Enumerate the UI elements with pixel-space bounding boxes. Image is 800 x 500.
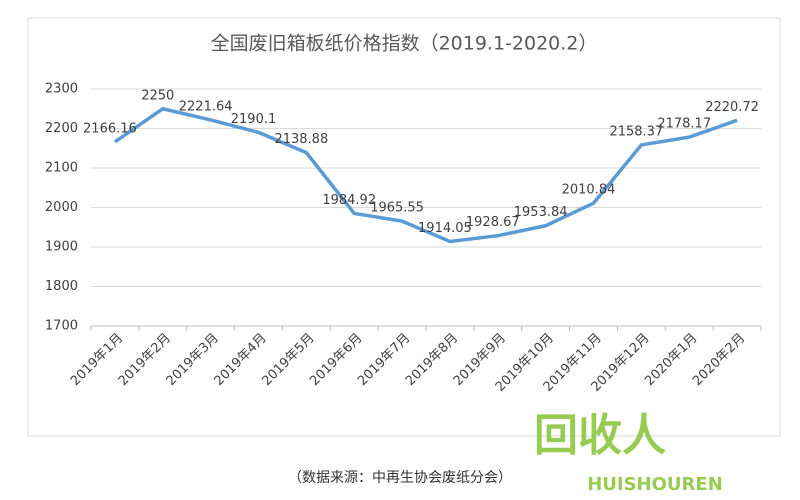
data-label: 1953.84 <box>514 205 568 220</box>
x-tick-label: 2020年2月 <box>690 331 748 389</box>
data-label: 2010.84 <box>562 183 616 198</box>
y-tick-label: 1800 <box>45 279 78 294</box>
data-label: 1928.67 <box>466 215 520 230</box>
chart-title: 全国废旧箱板纸价格指数（2019.1-2020.2） <box>211 33 598 55</box>
data-label: 2250 <box>141 88 174 103</box>
data-label: 2138.88 <box>274 132 328 147</box>
data-label: 2178.17 <box>657 117 711 132</box>
y-tick-label: 2100 <box>45 161 78 176</box>
y-tick-label: 1700 <box>45 319 78 334</box>
y-tick-label: 2200 <box>45 121 78 136</box>
data-label: 1965.55 <box>370 201 424 216</box>
data-label: 2158.37 <box>609 124 663 139</box>
data-label: 2220.72 <box>705 100 759 115</box>
line <box>113 107 738 244</box>
data-label: 2190.1 <box>231 112 277 127</box>
data-label: 2166.16 <box>83 121 137 136</box>
data-label: 1914.05 <box>418 221 472 236</box>
data-label: 1984.92 <box>322 193 376 208</box>
data-label: 2221.64 <box>179 99 233 114</box>
watermark-logo: 回收人 <box>534 410 666 461</box>
y-tick-label: 2000 <box>45 200 78 215</box>
y-tick-label: 1900 <box>45 240 78 255</box>
watermark-text: HUISHOUREN <box>587 474 723 495</box>
source-note: （数据来源：中再生协会废纸分会） <box>288 470 512 486</box>
y-tick-label: 2300 <box>45 82 78 97</box>
chart-frame <box>27 17 781 437</box>
